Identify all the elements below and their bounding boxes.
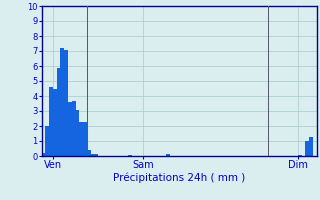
- Bar: [42, 153, 45, 156]
- Bar: [79, 121, 83, 156]
- Bar: [76, 110, 79, 156]
- Bar: [57, 68, 60, 156]
- Bar: [298, 154, 302, 156]
- Bar: [72, 100, 76, 156]
- Bar: [83, 121, 87, 156]
- Bar: [68, 102, 72, 156]
- Bar: [45, 126, 49, 156]
- Bar: [128, 154, 132, 156]
- Bar: [87, 150, 91, 156]
- Bar: [309, 137, 313, 156]
- Bar: [306, 141, 309, 156]
- Bar: [64, 49, 68, 156]
- Bar: [53, 88, 57, 156]
- Bar: [94, 154, 98, 156]
- Bar: [60, 48, 64, 156]
- Bar: [91, 154, 94, 156]
- Bar: [166, 154, 170, 156]
- Bar: [49, 87, 53, 156]
- X-axis label: Précipitations 24h ( mm ): Précipitations 24h ( mm ): [113, 173, 245, 183]
